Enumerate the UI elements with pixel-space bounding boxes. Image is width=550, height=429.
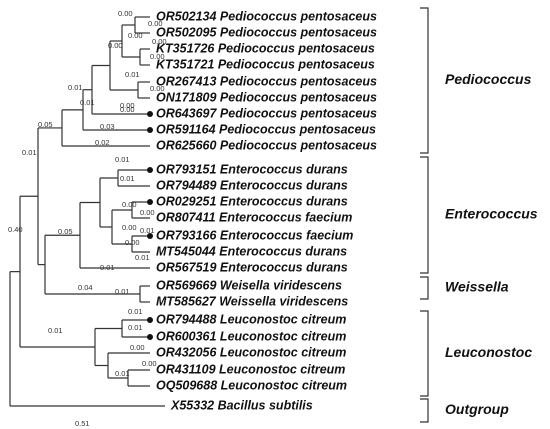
node-dot [147,111,153,117]
clade-bracket [420,7,429,154]
taxon-label: OR569669 Weisella viridescens [156,278,342,292]
taxon-label: OR591164 Pediococcus pentosaceus [156,122,376,136]
branch-length: 0.01 [128,323,143,332]
node-dot [147,167,153,173]
branch-length: 0.00 [120,101,135,110]
clade-bracket [420,276,429,300]
taxon-label: X55332 Bacillus subtilis [170,398,313,412]
branch-length: 0.01 [100,263,115,272]
branch-length: 0.01 [125,70,140,79]
taxon-label: OR567519 Enterococcus durans [156,260,348,274]
clade-label: Weissella [445,279,509,295]
branch-length: 0.01 [68,83,83,92]
branch-length: 0.01 [22,148,37,157]
taxon-label: KT351726 Pediococcus pentosaceus [156,41,375,55]
branch-length: 0.00 [150,84,165,93]
taxon-label: OR431109 Leuconostoc citreum [156,362,345,376]
taxon-label: OR643697 Pediococcus pentosaceus [156,106,377,120]
branch-length: 0.01 [48,326,63,335]
taxon-label: OR502134 Pediococcus pentosaceus [156,9,377,23]
node-dot [147,199,153,205]
taxon-label: MT545044 Enterococcus durans [156,244,347,258]
branch-length: 0.00 [128,31,143,40]
branch-length: 0.00 [130,343,145,352]
branch-length: 0.00 [148,19,163,28]
branch-length: 0.00 [118,9,133,18]
taxon-label: OR794489 Enterococcus durans [156,178,348,192]
taxon-label: OR600361 Leuconostoc citreum [156,329,346,343]
node-dot [147,334,153,340]
taxon-label: OR267413 Pediococcus pentosaceus [156,74,377,88]
taxon-label: OR807411 Enterococcus faecium [156,210,352,224]
branch-length: 0.00 [122,223,137,232]
taxon-label: OR793151 Enterococcus durans [156,162,348,176]
branch-length: 0.05 [58,227,73,236]
branch-length: 0.40 [8,225,23,234]
taxon-label: OR029251 Enterococcus durans [156,194,348,208]
branch-length: 0.00 [142,359,157,368]
taxon-label: OR502095 Pediococcus pentosaceus [156,25,377,39]
taxon-label: OR794488 Leuconostoc citreum [156,312,346,326]
node-dot [147,127,153,133]
branch-length: 0.00 [150,52,165,61]
clade-label: Enterococcus [445,206,538,222]
taxon-label: OQ509688 Leuconostoc citreum [156,378,347,392]
clade-bracket [420,310,429,397]
branch-length: 0.01 [115,369,130,378]
branch-length: 0.01 [115,155,130,164]
branch-length: 0.01 [135,253,150,262]
node-dot [147,317,153,323]
branch-length: 0.00 [140,208,155,217]
node-dot [147,233,153,239]
branch-length: 0.01 [80,98,95,107]
taxon-label: MT585627 Weissella viridescens [156,294,348,308]
taxon-label: ON171809 Pediococcus pentosaceus [156,90,377,104]
branch-length: 0.01 [128,307,143,316]
taxon-label: OR432056 Leuconostoc citreum [156,345,346,359]
clade-label: Leuconostoc [445,344,532,360]
clade-label: Pediococcus [445,71,532,87]
branch-length: 0.01 [120,174,135,183]
branch-length: 0.00 [120,105,135,114]
branch-length: 0.00 [125,238,140,247]
clade-bracket [420,156,429,274]
taxon-label: KT351721 Pediococcus pentosaceus [156,57,375,71]
branch-length: 0.51 [75,419,90,428]
branch-length: 0.02 [95,138,110,147]
branch-length: 0.00 [108,41,123,50]
taxon-label: OR793166 Enterococcus faecium [156,228,353,242]
taxon-label: OR625660 Pediococcus pentosaceus [156,138,377,152]
clade-bracket [420,398,429,423]
clade-label: Outgroup [445,401,509,417]
branch-length: 0.01 [115,287,130,296]
branch-length: 0.01 [140,226,155,235]
branch-length: 0.00 [122,200,137,209]
branch-length: 0.05 [38,120,53,129]
branch-length: 0.03 [100,122,115,131]
branch-length: 0.04 [78,283,93,292]
branch-length: 0.00 [152,37,167,46]
